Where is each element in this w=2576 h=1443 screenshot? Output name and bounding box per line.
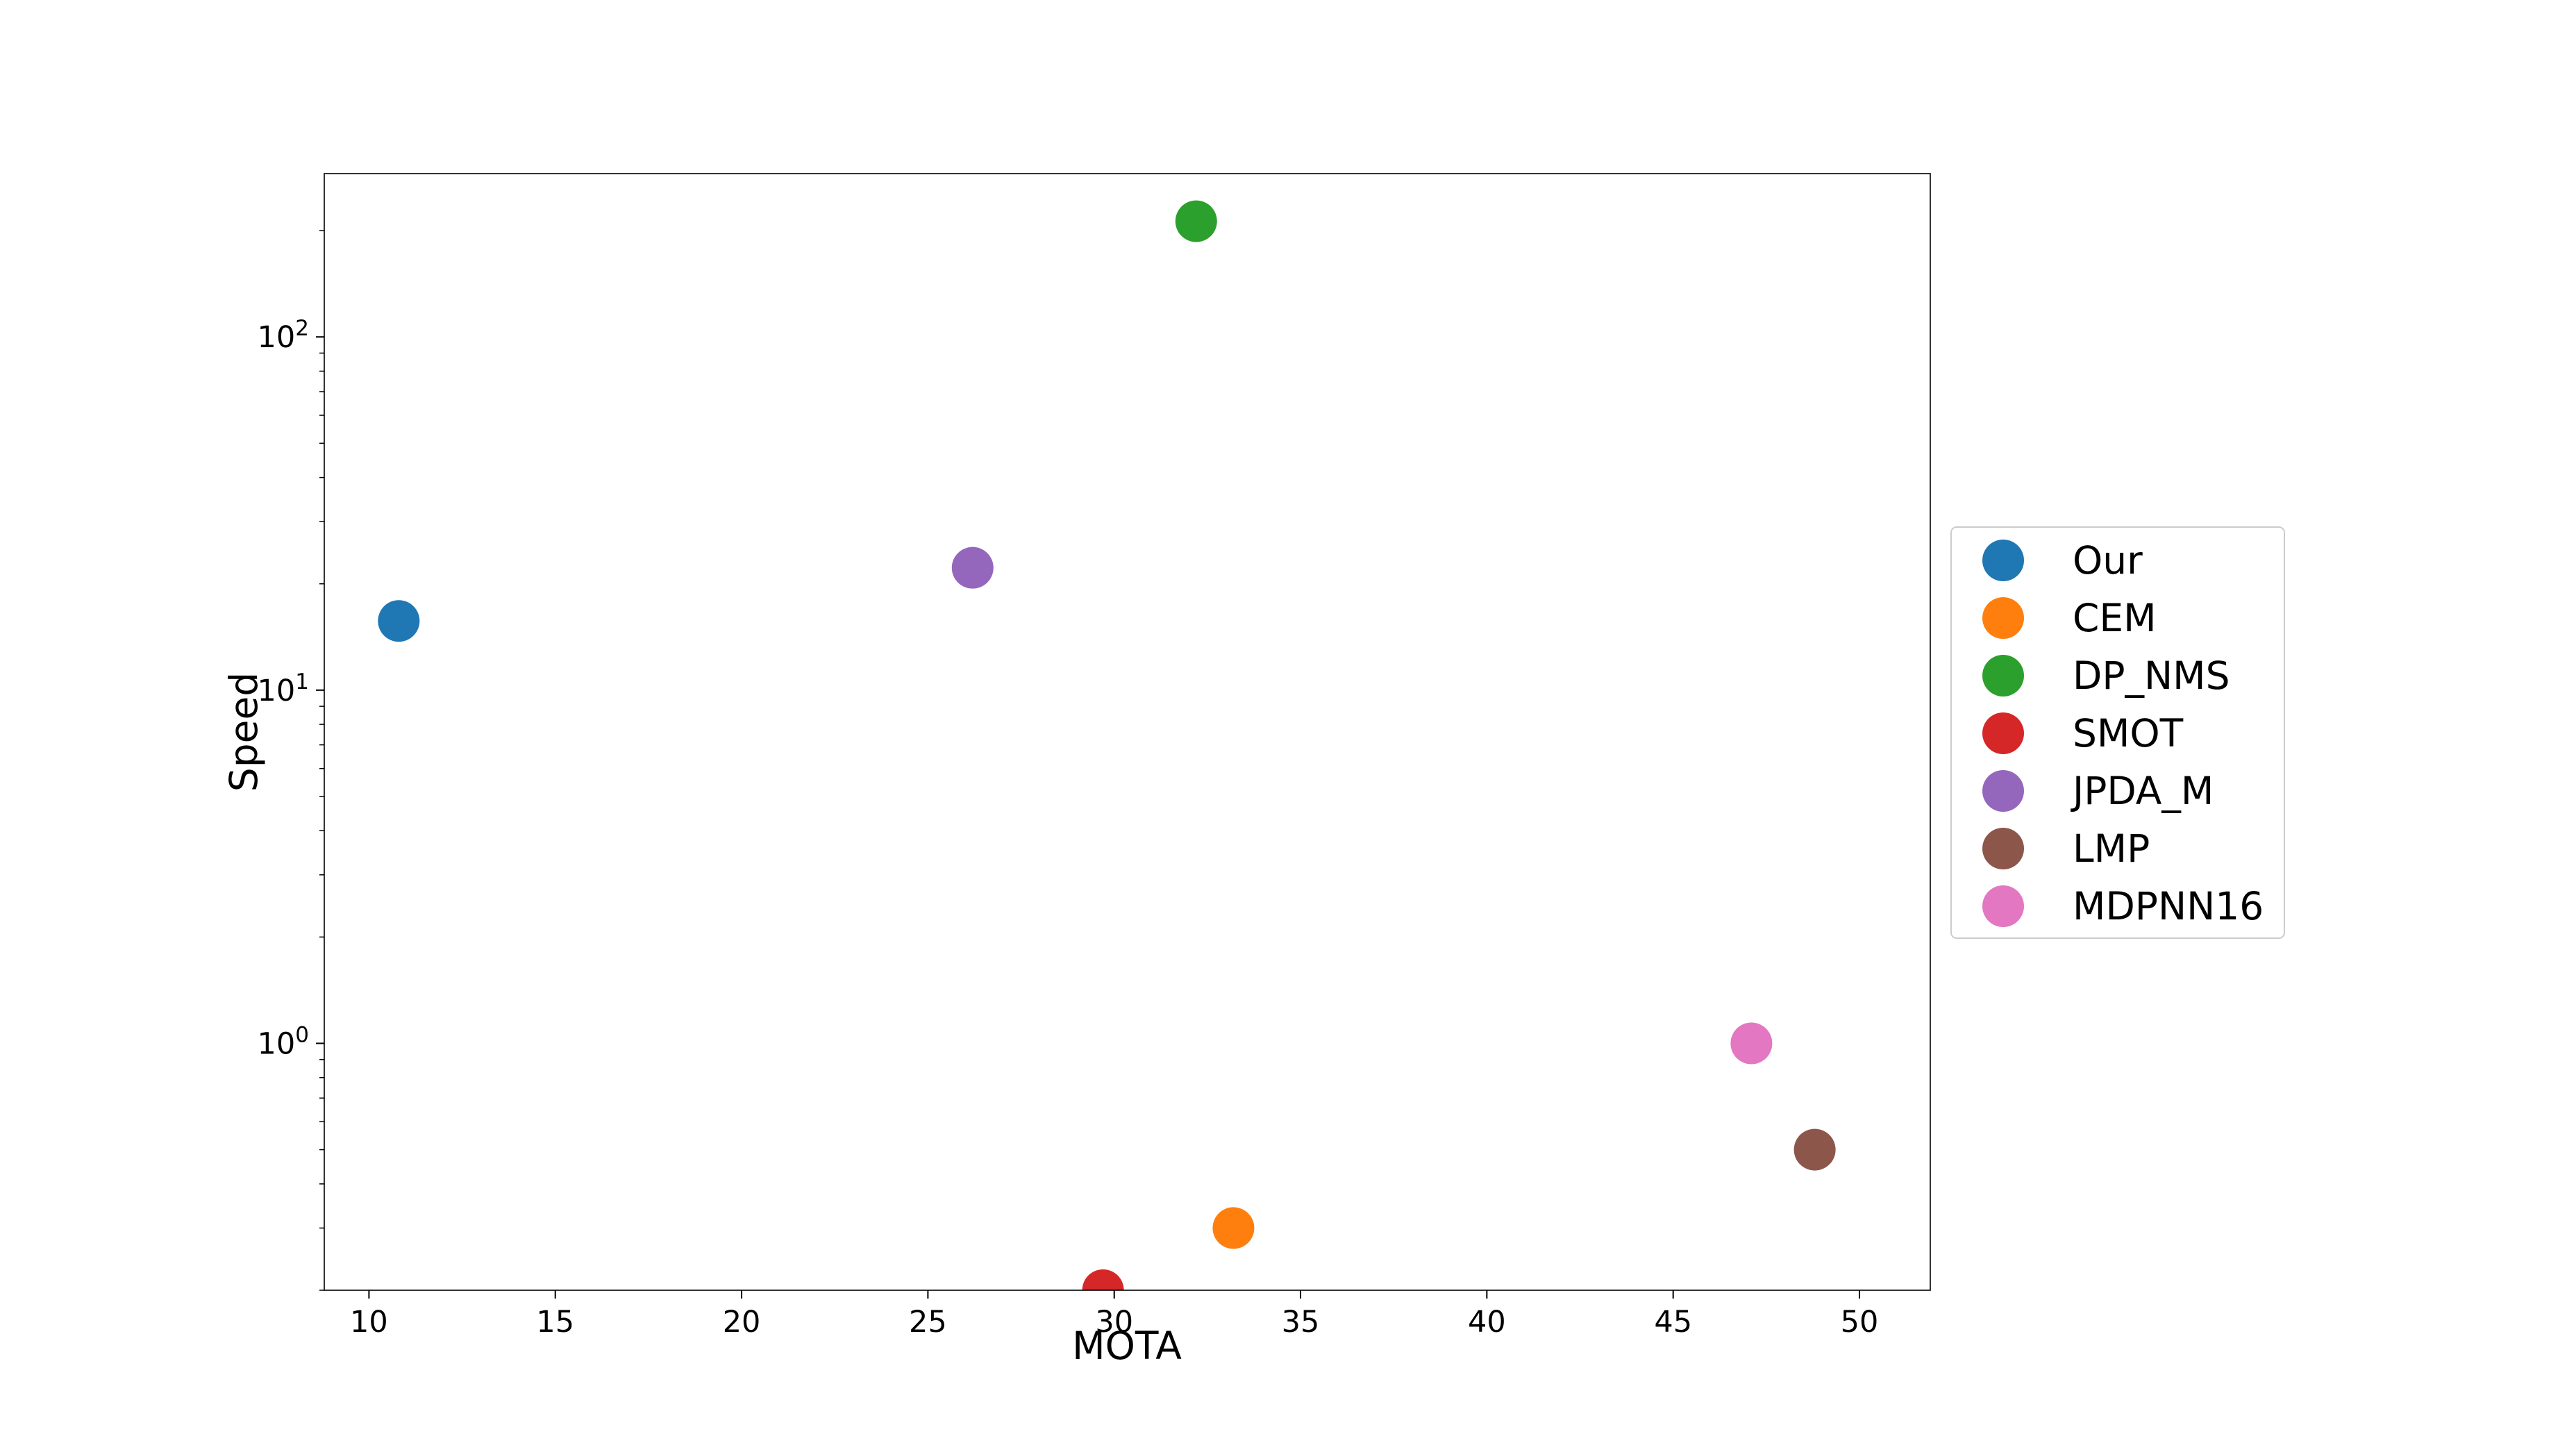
y-axis: 100 101 102 <box>258 230 324 1291</box>
legend-box <box>1950 526 2285 939</box>
x-tick-label: 25 <box>909 1305 947 1340</box>
x-tick-label: 40 <box>1468 1305 1506 1340</box>
x-tick-label: 15 <box>536 1305 574 1340</box>
x-tick-label: 30 <box>1095 1305 1133 1340</box>
legend-label: SMOT <box>2073 711 2184 756</box>
legend: Our CEM DP_NMS SMOT JPDA_M LMP MDPNN16 <box>1950 526 2285 939</box>
legend-marker <box>1982 885 2024 927</box>
legend-label: DP_NMS <box>2073 653 2230 698</box>
x-axis-title: MOTA <box>1072 1324 1182 1368</box>
point-jpda-m <box>951 547 994 589</box>
plot-area <box>324 174 1930 1290</box>
legend-marker <box>1982 828 2024 869</box>
legend-label: Our <box>2073 538 2143 583</box>
x-axis: 10 15 20 25 30 35 40 45 50 <box>350 1290 1878 1340</box>
legend-marker <box>1982 540 2024 581</box>
legend-label: CEM <box>2073 596 2157 640</box>
legend-label: MDPNN16 <box>2073 884 2264 928</box>
point-our <box>378 600 420 642</box>
y-tick-label: 100 <box>258 1022 309 1061</box>
legend-marker <box>1982 597 2024 639</box>
x-tick-label: 10 <box>350 1305 388 1340</box>
x-tick-label: 45 <box>1654 1305 1692 1340</box>
point-lmp <box>1793 1128 1836 1171</box>
plot-frame <box>324 173 1931 1291</box>
y-tick-label: 101 <box>258 669 309 708</box>
point-cem <box>1212 1207 1255 1249</box>
point-smot <box>1082 1269 1124 1290</box>
x-tick-label: 35 <box>1282 1305 1320 1340</box>
legend-label: JPDA_M <box>2071 769 2214 813</box>
point-dp-nms <box>1175 200 1217 242</box>
y-tick-label: 102 <box>258 316 309 355</box>
y-axis-title: Speed <box>221 672 266 792</box>
legend-marker <box>1982 712 2024 754</box>
x-tick-label: 50 <box>1841 1305 1879 1340</box>
legend-label: LMP <box>2073 826 2150 871</box>
legend-marker <box>1982 655 2024 697</box>
x-tick-label: 20 <box>723 1305 761 1340</box>
point-mdpnn16 <box>1730 1022 1773 1065</box>
legend-marker <box>1982 770 2024 812</box>
